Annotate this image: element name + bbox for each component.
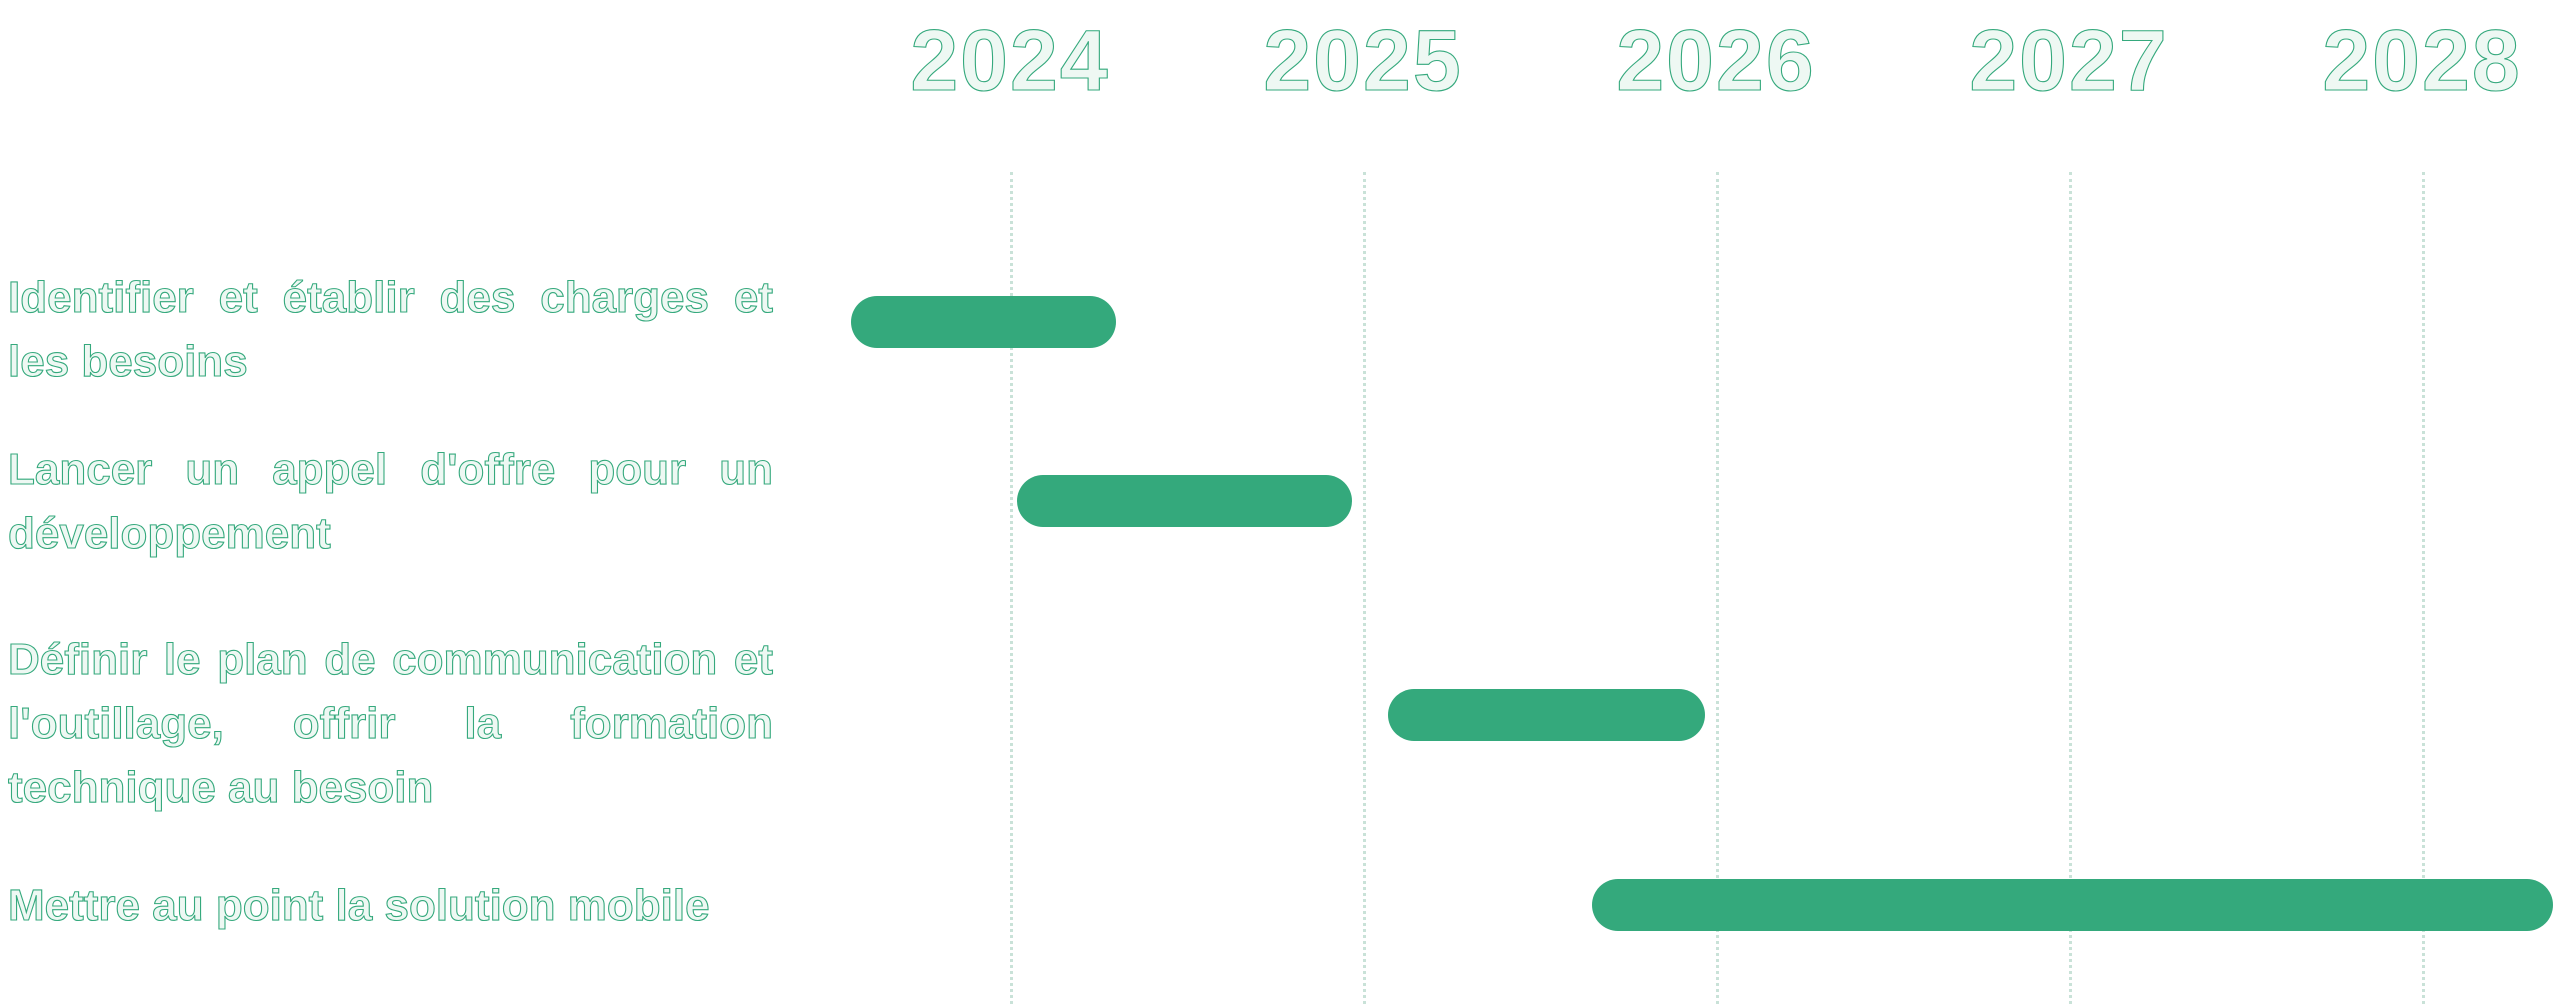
- gantt-bar: [1017, 475, 1353, 527]
- gantt-bar: [1387, 689, 1706, 741]
- gantt-bar: [851, 296, 1116, 348]
- year-label: 2024: [910, 12, 1110, 109]
- task-label: Définir le plan de communication et l'ou…: [7, 634, 773, 812]
- gridline: [2422, 172, 2425, 1004]
- gridline: [1363, 172, 1366, 1004]
- gantt-bar: [1592, 879, 2553, 931]
- year-label: 2025: [1263, 12, 1463, 109]
- task-label: Identifier et établir des charges et les…: [7, 272, 773, 386]
- task-label: Mettre au point la solution mobile: [7, 880, 710, 930]
- gridline: [1716, 172, 1719, 1004]
- task-label: Lancer un appel d'offre pour un développ…: [7, 444, 773, 558]
- year-label: 2028: [2322, 12, 2522, 109]
- year-label: 2027: [1969, 12, 2169, 109]
- year-label: 2026: [1616, 12, 1816, 109]
- gridline: [2069, 172, 2072, 1004]
- gridline: [1010, 172, 1013, 1004]
